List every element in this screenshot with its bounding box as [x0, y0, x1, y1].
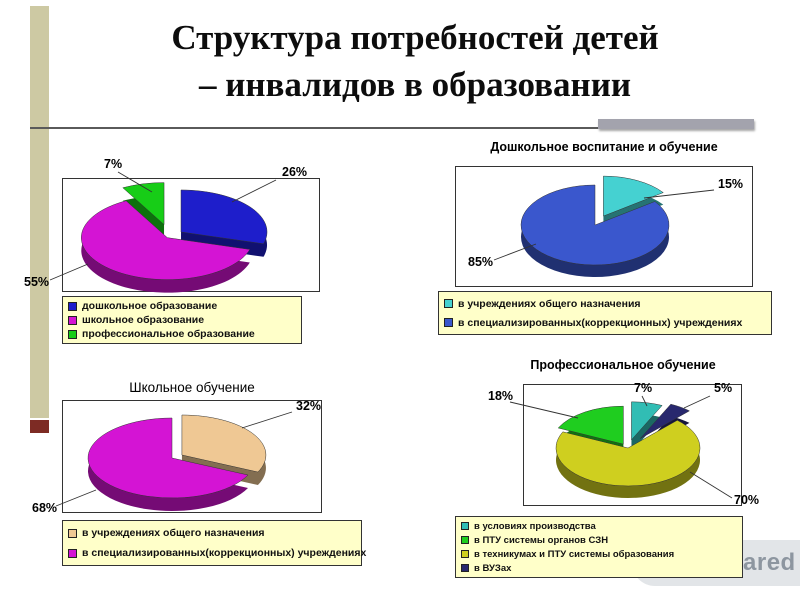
left-accent-bar	[30, 6, 49, 418]
title-underline	[30, 127, 754, 129]
pct-leader-line	[509, 401, 579, 419]
pct-leader-line	[49, 263, 89, 281]
page-title-line1: Структура потребностей детей	[171, 18, 659, 57]
legend-label: в техникумах и ПТУ системы образования	[474, 548, 675, 560]
legend-label: в ВУЗах	[474, 562, 512, 574]
legend-item: в условиях производства	[461, 521, 737, 532]
pie-slice	[87, 417, 249, 499]
pie-slice	[557, 405, 624, 445]
pct-leader-line	[643, 189, 715, 199]
legend-item: школьное образование	[68, 314, 296, 326]
legend-item: профессиональное образование	[68, 328, 296, 340]
pie-svg: 15% 85%	[468, 175, 743, 277]
legend-label: в учреждениях общего назначения	[82, 527, 265, 539]
legend-label: школьное образование	[82, 314, 205, 326]
legend-swatch	[444, 299, 453, 308]
legend-label: в учреждениях общего назначения	[458, 297, 641, 310]
pie-svg: 32% 68%	[32, 399, 321, 515]
pie-slice	[631, 401, 663, 441]
chart-title: Школьное обучение	[129, 380, 255, 395]
legend-swatch	[461, 522, 469, 530]
legend-swatch	[68, 548, 77, 558]
legend: в учреждениях общего назначения в специал…	[62, 520, 366, 566]
legend-swatch	[68, 329, 77, 339]
title-underline-endbar	[598, 119, 754, 129]
legend: в условиях производства в ПТУ системы орг…	[455, 516, 743, 578]
pct-leader-line	[55, 489, 97, 507]
pie-chart-professional: Профессиональное обучение 7% 5% 70% 18% в у…	[438, 356, 788, 588]
left-accent-bar-foot	[30, 420, 49, 433]
legend-swatch	[461, 536, 469, 544]
pie-slice	[555, 420, 701, 487]
legend-label: в ПТУ системы органов СЗН	[474, 534, 609, 546]
page-title-line2: – инвалидов в образовании	[198, 65, 632, 105]
pct-label: 26%	[282, 165, 307, 179]
pct-leader-line	[231, 179, 277, 203]
legend: в учреждениях общего назначения в специал…	[438, 291, 772, 335]
legend-item: дошкольное образование	[68, 300, 296, 312]
pct-leader-line	[689, 471, 733, 499]
pct-label: 32%	[296, 399, 321, 413]
pct-label: 7%	[634, 381, 652, 395]
pie-slice	[122, 182, 165, 226]
pct-leader-line	[241, 411, 293, 429]
pct-label: 5%	[714, 381, 732, 395]
pie-chart-school: Школьное обучение 32% 68% в учреждениях о…	[20, 372, 370, 580]
pct-label: 68%	[32, 501, 57, 515]
legend-label: в условиях производства	[474, 520, 596, 532]
pct-leader-line	[641, 395, 648, 407]
legend-label: в специализированных(коррекционных) учре…	[82, 547, 367, 559]
legend-swatch	[461, 564, 469, 572]
pie-slice	[639, 403, 690, 439]
legend-swatch	[68, 301, 77, 311]
pct-leader-line	[683, 395, 711, 409]
legend-item: в ВУЗах	[461, 563, 737, 574]
legend-item: в ПТУ системы органов СЗН	[461, 535, 737, 546]
legend-item: в специализированных(коррекционных) учре…	[68, 547, 366, 559]
legend-item: в учреждениях общего назначения	[68, 527, 356, 539]
pie-slice	[180, 189, 268, 245]
pct-label: 70%	[734, 493, 759, 507]
chart-title: Профессиональное обучение	[530, 358, 716, 372]
legend-label: профессиональное образование	[82, 328, 255, 340]
page-title: Структура потребностей детей – инвалидов…	[70, 14, 760, 109]
legend-swatch	[68, 315, 77, 325]
pct-label: 55%	[24, 275, 49, 289]
pie-slice	[603, 175, 664, 217]
pie-slice	[181, 414, 267, 473]
pie-slice	[520, 184, 670, 266]
pct-label: 85%	[468, 255, 493, 269]
legend-label: дошкольное образование	[82, 300, 218, 312]
legend-label: в специализированных(коррекционных) учре…	[458, 316, 743, 329]
pct-label: 15%	[718, 177, 743, 191]
legend-swatch	[68, 528, 77, 538]
pct-leader-line	[117, 171, 153, 193]
chart-title: Дошкольное воспитание и обучение	[490, 140, 718, 154]
pie-svg: 26% 55% 7%	[24, 157, 307, 293]
legend-swatch	[444, 318, 453, 327]
pct-leader-line	[493, 243, 537, 261]
pct-label: 18%	[488, 389, 513, 403]
pie-svg: 7% 5% 70% 18%	[488, 381, 759, 507]
pie-slice	[81, 200, 251, 280]
pct-label: 7%	[104, 157, 122, 171]
pie-chart-preschool: Дошкольное воспитание и обучение 15% 85% …	[430, 140, 775, 340]
legend-item: в специализированных(коррекционных) учре…	[444, 317, 766, 329]
legend: дошкольное образование школьное образован…	[62, 296, 302, 344]
legend-item: в техникумах и ПТУ системы образования	[461, 549, 737, 560]
legend-item: в учреждениях общего назначения	[444, 298, 766, 310]
pie-chart-education-structure: 26% 55% 7% дошкольное образование школьное …	[20, 150, 350, 350]
legend-swatch	[461, 550, 469, 558]
